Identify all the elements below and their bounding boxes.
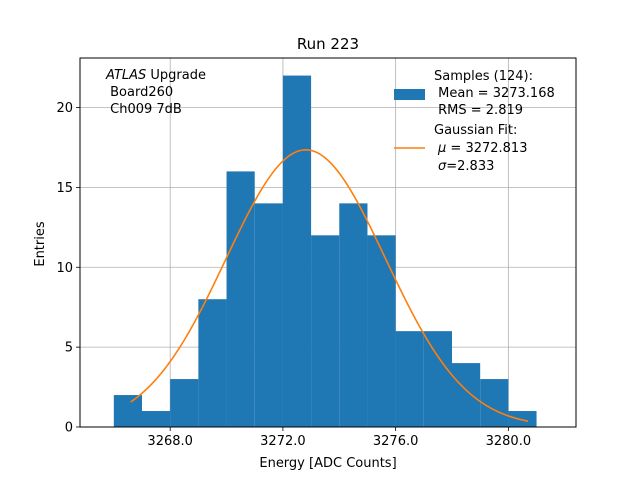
annotation-atlas: ATLAS xyxy=(105,68,146,83)
histogram-bar xyxy=(452,363,481,427)
legend-hist-line-3: RMS = 2.819 xyxy=(434,103,523,118)
x-tick-label: 3272.0 xyxy=(260,434,306,449)
histogram-bar xyxy=(226,171,255,427)
legend-sigma-symbol: σ xyxy=(438,159,447,174)
histogram-bar xyxy=(480,379,509,427)
legend-hist-line-2: Mean = 3273.168 xyxy=(434,86,555,101)
histogram-bar xyxy=(113,395,142,427)
gaussian-fit xyxy=(130,149,529,423)
histogram-bar xyxy=(423,331,452,427)
y-tick-label: 0 xyxy=(65,421,73,436)
y-tick-label: 5 xyxy=(65,341,73,356)
histogram-bar xyxy=(170,379,199,427)
histogram-bars xyxy=(113,75,537,428)
axes-frame xyxy=(79,57,577,428)
chart-title: Run 223 xyxy=(297,35,359,53)
legend-hist-swatch xyxy=(394,89,425,100)
y-axis-label: Entries xyxy=(33,221,48,267)
axis-ticks: 3268.0 3272.0 3276.0 3280.0 0 5 10 15 20 xyxy=(56,101,531,449)
legend: Samples (124): Mean = 3273.168 RMS = 2.8… xyxy=(394,69,555,174)
histogram-bar xyxy=(339,203,368,427)
x-tick-label: 3268.0 xyxy=(147,434,193,449)
histogram-bar xyxy=(282,75,312,428)
annotation-text: ATLAS Upgrade Board260 Ch009 7dB xyxy=(105,68,206,117)
histogram-bar xyxy=(198,299,227,427)
annotation-line-1: ATLAS Upgrade xyxy=(105,68,206,83)
x-axis-label: Energy [ADC Counts] xyxy=(259,456,396,471)
x-tick-label: 3280.0 xyxy=(486,434,532,449)
histogram-bar xyxy=(508,411,537,427)
annotation-upgrade: Upgrade xyxy=(146,68,206,83)
y-tick-label: 15 xyxy=(56,181,73,196)
legend-fit-line-2: μ = 3272.813 xyxy=(437,141,527,156)
histogram-bar xyxy=(142,411,171,427)
histogram-bar xyxy=(395,331,424,427)
y-tick-label: 20 xyxy=(56,101,73,116)
histogram-bar xyxy=(367,235,396,427)
legend-fit-line-1: Gaussian Fit: xyxy=(434,123,517,138)
x-tick-label: 3276.0 xyxy=(373,434,419,449)
legend-hist-line-1: Samples (124): xyxy=(434,69,533,84)
histogram-bar xyxy=(254,203,283,427)
annotation-line-2: Board260 xyxy=(106,85,173,100)
histogram-bar xyxy=(311,235,340,427)
legend-mu-symbol: μ xyxy=(437,141,446,156)
gaussian-fit-curve xyxy=(130,149,529,423)
annotation-line-3: Ch009 7dB xyxy=(106,102,182,117)
legend-fit-line-3: σ=2.833 xyxy=(438,159,494,174)
legend-mu-value: = 3272.813 xyxy=(446,141,527,156)
legend-sigma-value: =2.833 xyxy=(446,159,494,174)
y-tick-label: 10 xyxy=(56,261,73,276)
